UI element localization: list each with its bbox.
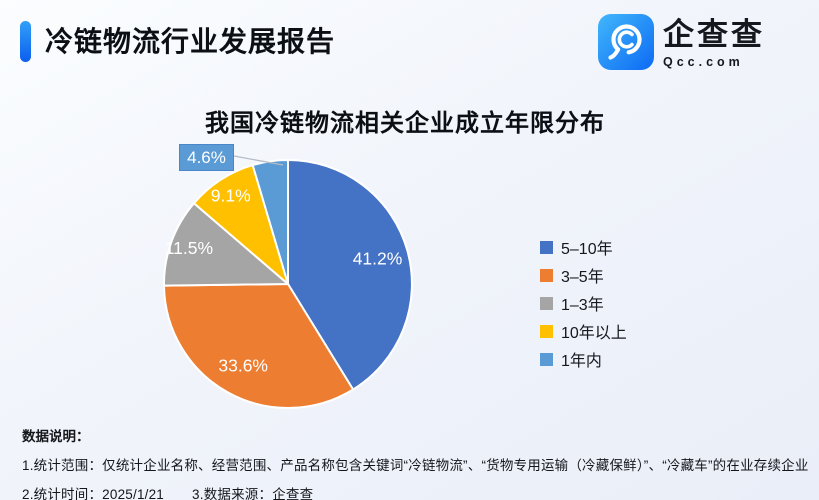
qcc-magnifier-icon	[598, 14, 654, 70]
footer-note-2: 2.统计时间：2025/1/21	[22, 487, 165, 500]
legend-swatch	[540, 296, 553, 310]
footer-notes: 数据说明： 1.统计范围：仅统计企业名称、经营范围、产品名称包含关键词“冷链物流…	[22, 425, 809, 500]
callout-leader-line	[233, 155, 284, 166]
pie-data-label: 33.6%	[218, 356, 268, 376]
legend-item-10年以上: 10年以上	[540, 317, 627, 345]
legend-swatch	[540, 352, 553, 366]
legend-item-3–5年: 3–5年	[540, 261, 627, 289]
logo-brand-name: 企查查	[663, 17, 765, 52]
legend-swatch	[540, 324, 553, 338]
pie-slice-1–3年	[162, 202, 289, 287]
qcc-logo: 企查查 Qcc.com	[598, 14, 765, 70]
footer-note-3: 3.数据来源：企查查	[192, 487, 314, 500]
page-title: 冷链物流行业发展报告	[45, 26, 336, 57]
pie-slice-5–10年	[287, 159, 413, 391]
pie-data-label: 41.2%	[353, 249, 403, 269]
legend-item-1年内: 1年内	[540, 345, 627, 373]
pie-slice-1年内	[251, 158, 289, 285]
legend-item-label: 1–3年	[561, 297, 604, 314]
logo-domain: Qcc.com	[663, 55, 744, 69]
title-accent-bar	[20, 21, 31, 62]
footer-heading: 数据说明：	[22, 429, 90, 444]
chart-legend: 5–10年 3–5年 1–3年 10年以上 1年内	[540, 233, 627, 373]
legend-item-label: 5–10年	[561, 241, 613, 258]
legend-swatch	[540, 268, 553, 282]
legend-item-label: 1年内	[561, 353, 602, 370]
pie-data-label: 9.1%	[211, 186, 251, 206]
pie-slice-3–5年	[163, 283, 355, 409]
legend-item-label: 3–5年	[561, 269, 604, 286]
legend-swatch	[540, 240, 553, 254]
callout-label-1年内: 4.6%	[179, 144, 234, 171]
pie-data-label: 11.5%	[165, 238, 213, 258]
footer-note-1: 1.统计范围：仅统计企业名称、经营范围、产品名称包含关键词“冷链物流”、“货物专…	[22, 458, 809, 473]
legend-item-1–3年: 1–3年	[540, 289, 627, 317]
chart-title: 我国冷链物流相关企业成立年限分布	[205, 110, 605, 137]
legend-item-5–10年: 5–10年	[540, 233, 627, 261]
legend-item-label: 10年以上	[561, 325, 627, 342]
